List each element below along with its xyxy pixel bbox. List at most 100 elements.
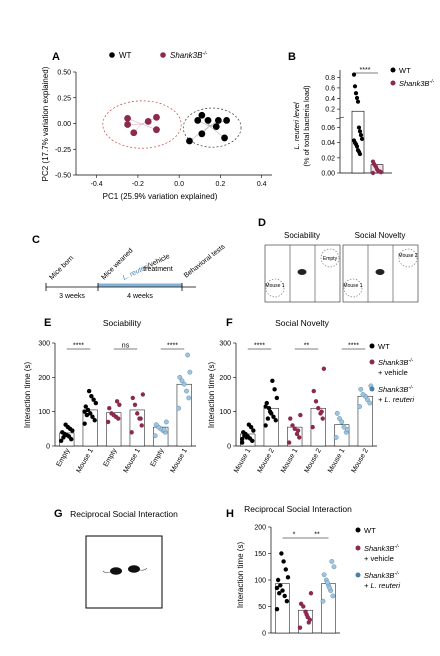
- pca-x-tick-label: 0.2: [216, 181, 226, 188]
- f-point: [313, 399, 319, 404]
- label-treatment-line2: treatment: [143, 266, 173, 273]
- b-y-tick-label: 0.02: [321, 155, 335, 162]
- f-point: [321, 366, 327, 371]
- h-point: [331, 564, 337, 570]
- b-point: [355, 99, 361, 104]
- e-point: [117, 402, 122, 407]
- e-point: [85, 407, 91, 413]
- e-point: [93, 400, 99, 406]
- f-x-tick-label: Mouse 1: [327, 447, 347, 474]
- h-point: [274, 606, 280, 612]
- e-point: [135, 411, 140, 416]
- b-axis-break: [335, 116, 345, 120]
- f-sig-label: **: [304, 343, 310, 350]
- e-point: [89, 394, 94, 399]
- d-nov-mouse2-label: Mouse 2: [398, 253, 417, 259]
- b-y-tick-label: 0.6: [325, 85, 335, 92]
- novelty-test-mouse: [375, 269, 385, 275]
- pca-x-tick-label: -0.2: [132, 181, 144, 188]
- e-point: [107, 406, 112, 411]
- pca-point-wt: [221, 134, 228, 142]
- f-point: [251, 428, 256, 433]
- h-y-tick-label: 150: [254, 551, 266, 558]
- panel-letter-h: H: [226, 508, 234, 520]
- panel-c: C Mice born Mice weaned L. reuteri/vehic…: [32, 234, 227, 300]
- f-point: [357, 404, 363, 409]
- legend-shank-label: Shank3B-/-: [170, 51, 208, 60]
- f-legend-vehicle-label-2: + vehicle: [378, 368, 408, 377]
- f-title: Social Novelty: [275, 318, 330, 328]
- b-legend-shank-label: Shank3B-/-: [399, 79, 435, 88]
- h-legend-vehicle-marker: [355, 545, 361, 551]
- e-x-tick-label: Empty: [102, 447, 118, 468]
- e-point: [58, 438, 64, 444]
- e-point: [132, 402, 138, 407]
- e-sig-label: ****: [73, 343, 84, 350]
- b-point: [359, 136, 365, 142]
- f-point: [239, 436, 245, 442]
- f-point: [360, 392, 366, 397]
- e-point: [129, 430, 134, 435]
- e-point: [61, 435, 66, 440]
- h-y-tick-label: 50: [258, 604, 266, 611]
- b-y-tick-label: 0.2: [325, 107, 335, 114]
- f-point: [246, 422, 252, 427]
- f-point: [337, 416, 342, 421]
- e-point: [138, 416, 143, 421]
- f-y-tick-label: 100: [219, 409, 231, 416]
- e-point: [177, 374, 183, 380]
- pca-x-tick-label: -0.4: [91, 181, 103, 188]
- e-point: [86, 388, 92, 394]
- h-point: [330, 593, 336, 599]
- h-point: [282, 593, 287, 599]
- f-point: [358, 386, 364, 392]
- e-point: [88, 411, 93, 416]
- f-legend-wt-label: WT: [378, 342, 390, 351]
- pca-point-wt: [194, 117, 202, 124]
- h-title: Reciprocal Social Interaction: [244, 504, 352, 514]
- f-point: [288, 416, 293, 421]
- e-point: [152, 433, 158, 439]
- e-x-tick-label: Empty: [55, 447, 71, 468]
- h-legend-vehicle-label-1: Shank3B-/-: [364, 544, 400, 553]
- d-soc-mouse1-label: Mouse 1: [265, 283, 284, 289]
- f-y-tick-label: 200: [219, 375, 231, 382]
- pca-x-tick-label: 0.0: [174, 181, 184, 188]
- pca-point-shank: [153, 113, 160, 121]
- f-point: [265, 416, 271, 421]
- d-title-sociability: Sociability: [284, 231, 320, 240]
- f-y-tick-label: 0: [227, 444, 231, 451]
- pca-y-tick-label: 0.25: [57, 95, 71, 102]
- f-point: [270, 378, 275, 383]
- pca-point-wt: [204, 117, 212, 124]
- e-point: [90, 414, 95, 420]
- sociability-cup-empty: [320, 248, 340, 268]
- pca-y-tick-label: -0.50: [55, 173, 71, 180]
- e-y-tick-label: 0: [46, 444, 50, 451]
- e-sig-label: ns: [122, 343, 130, 350]
- f-y-ticks: 300 200 100 0: [219, 341, 236, 451]
- e-point: [153, 422, 159, 428]
- f-point: [310, 424, 315, 430]
- f-point: [286, 440, 292, 445]
- f-y-label: Interaction time (s): [207, 362, 216, 429]
- h-y-ticks: 200 150 100 50 0: [254, 525, 271, 638]
- panel-h: H Reciprocal Social Interaction Interact…: [226, 504, 400, 638]
- f-legend-vehicle-label-1: Shank3B-/-: [378, 358, 414, 367]
- f-point: [267, 409, 273, 414]
- pca-point-shank: [124, 114, 131, 122]
- pca-point-wt: [198, 130, 206, 138]
- e-point: [140, 392, 146, 397]
- panel-letter-c: C: [32, 234, 40, 246]
- d-nov-mouse1-label: Mouse 1: [343, 283, 362, 289]
- b-legend-wt-marker: [390, 67, 396, 73]
- h-point: [284, 599, 290, 604]
- h-y-label: Interaction time (s): [236, 542, 245, 609]
- panel-letter-b: B: [288, 51, 296, 63]
- e-y-tick-label: 300: [38, 341, 50, 348]
- b-point: [351, 72, 357, 77]
- h-point: [329, 559, 335, 564]
- f-point: [341, 424, 347, 430]
- e-point: [130, 395, 135, 401]
- b-point: [356, 125, 362, 130]
